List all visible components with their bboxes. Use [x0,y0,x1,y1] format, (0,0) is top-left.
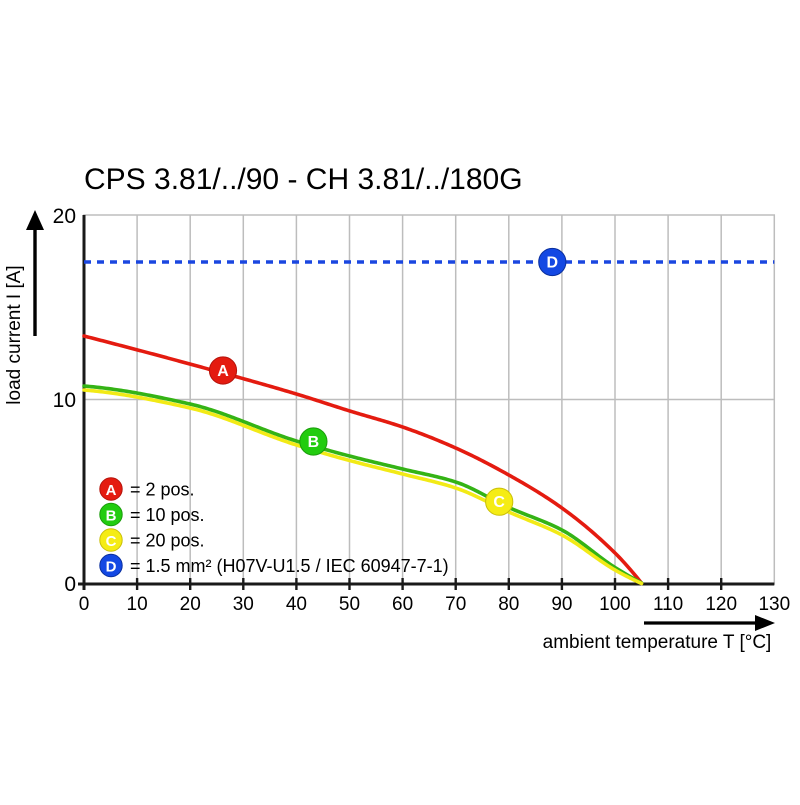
svg-text:20: 20 [180,594,201,615]
svg-text:= 1.5 mm² (H07V-U1.5 / IEC 609: = 1.5 mm² (H07V-U1.5 / IEC 60947-7-1) [130,556,449,576]
svg-text:90: 90 [551,594,572,615]
svg-text:= 2 pos.: = 2 pos. [130,480,195,500]
svg-text:ambient temperature T [°C]: ambient temperature T [°C] [543,632,772,653]
svg-text:10: 10 [53,389,76,412]
svg-text:120: 120 [705,594,737,615]
svg-text:40: 40 [286,594,307,615]
svg-text:C: C [106,533,117,550]
svg-text:100: 100 [599,594,631,615]
svg-text:= 10 pos.: = 10 pos. [130,505,205,525]
svg-text:A: A [106,482,117,499]
svg-text:A: A [217,363,229,380]
svg-text:50: 50 [339,594,360,615]
svg-text:0: 0 [79,594,90,615]
svg-text:70: 70 [445,594,466,615]
svg-text:0: 0 [64,573,76,596]
svg-text:60: 60 [392,594,413,615]
svg-text:= 20 pos.: = 20 pos. [130,531,205,551]
svg-text:80: 80 [498,594,519,615]
svg-text:20: 20 [53,205,76,228]
svg-text:130: 130 [758,594,790,615]
svg-text:D: D [547,255,559,272]
svg-text:load current I [A]: load current I [A] [4,265,25,404]
svg-text:30: 30 [233,594,254,615]
svg-text:B: B [308,434,320,451]
svg-text:C: C [493,494,505,511]
svg-text:CPS 3.81/../90 - CH 3.81/../18: CPS 3.81/../90 - CH 3.81/../180G [84,163,523,196]
svg-text:B: B [106,508,117,525]
svg-text:110: 110 [653,594,683,615]
svg-text:D: D [106,559,117,576]
svg-text:10: 10 [127,594,148,615]
